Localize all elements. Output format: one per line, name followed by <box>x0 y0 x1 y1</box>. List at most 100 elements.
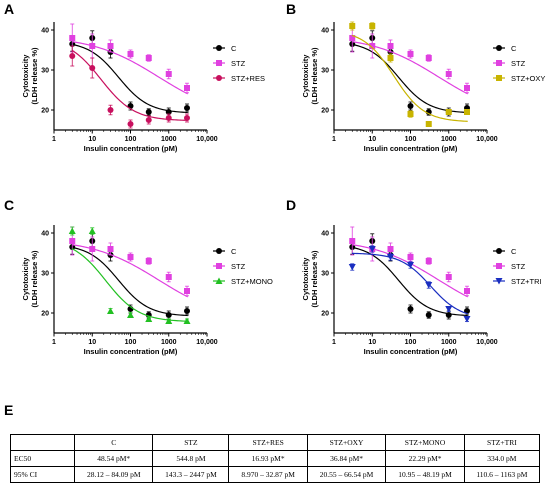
fit-curve <box>351 244 469 298</box>
x-tick-label: 10 <box>368 136 376 143</box>
legend-marker <box>496 45 502 51</box>
legend-marker <box>216 263 222 269</box>
series-stz-mono <box>68 226 191 324</box>
table-cell: 36.84 pM* <box>306 450 387 467</box>
data-point <box>387 43 394 49</box>
legend-label: STZ+RES <box>231 74 265 83</box>
data-point <box>445 312 452 318</box>
data-point <box>127 311 134 318</box>
data-point <box>145 258 152 264</box>
data-point <box>145 117 152 123</box>
data-point <box>107 246 114 252</box>
y-tick-label: 20 <box>41 311 49 318</box>
y-tick-label: 40 <box>41 231 49 238</box>
data-point <box>183 317 191 324</box>
legend-label: STZ <box>231 262 246 271</box>
data-point <box>463 316 471 323</box>
table-cell: 16.93 pM* <box>228 450 308 467</box>
legend-label: C <box>231 44 237 53</box>
data-point <box>445 71 452 77</box>
x-tick-label: 10,000 <box>196 339 218 346</box>
data-point <box>165 274 172 280</box>
legend-marker <box>215 277 223 284</box>
y-axis-title-line: (LDH release %) <box>310 250 319 308</box>
y-tick-label: 30 <box>321 271 329 278</box>
data-point <box>425 55 432 61</box>
x-tick-label: 100 <box>405 339 417 346</box>
panel-c: C 20 30 40 1 10 100 1000 10,000 Insulin concentra… <box>4 197 273 356</box>
fit-curve <box>351 41 469 95</box>
legend-label: STZ+TRI <box>511 277 542 286</box>
data-point <box>407 254 414 260</box>
data-point <box>68 227 76 234</box>
table-header-cell <box>10 434 75 451</box>
data-point <box>387 55 394 61</box>
table-header-cell: STZ+MONO <box>385 434 465 451</box>
x-tick-label: 1000 <box>441 136 457 143</box>
y-tick-label: 40 <box>321 28 329 35</box>
data-point <box>425 312 432 318</box>
data-point <box>183 288 190 294</box>
table-row-ec50: EC50 48.54 pM* 544.8 pM 16.93 pM* 36.84 … <box>10 450 541 467</box>
table-cell: 48.54 pM* <box>73 450 154 467</box>
data-point <box>425 258 432 264</box>
y-axis-title: Cytotoxicity(LDH release %) <box>21 250 39 308</box>
x-tick-label: 1000 <box>161 136 177 143</box>
x-tick-label: 10,000 <box>476 136 498 143</box>
table-header-cell: STZ+RES <box>228 434 308 451</box>
data-point <box>445 274 452 280</box>
data-point <box>387 246 394 252</box>
panel-d: D 20 30 40 1 10 100 1000 10,000 Insulin concentra… <box>286 197 542 356</box>
table-cell: 143.3 – 2447 pM <box>152 466 230 483</box>
y-tick-label: 30 <box>41 68 49 75</box>
data-point <box>368 246 376 253</box>
table-header-cell: STZ+TRI <box>463 434 541 451</box>
figure-canvas: A 20 30 40 1 10 100 1000 10,000 Insulin concentra… <box>4 1 545 356</box>
series-stz-tri <box>348 245 471 323</box>
data-point <box>69 53 76 59</box>
table-cell: 110.6 – 1163 pM <box>463 466 541 483</box>
x-axis-title: Insulin concentration (pM) <box>364 347 458 356</box>
data-point <box>183 105 190 111</box>
y-tick-label: 20 <box>321 108 329 115</box>
data-point <box>145 109 152 115</box>
x-tick-label: 10 <box>88 339 96 346</box>
data-point <box>445 306 453 313</box>
data-point <box>69 238 76 244</box>
data-point <box>407 262 414 269</box>
x-tick-label: 1 <box>52 136 56 143</box>
panel-a: A 20 30 40 1 10 100 1000 10,000 Insulin concentra… <box>4 1 265 153</box>
x-tick-label: 100 <box>405 136 417 143</box>
table-cell: 334.0 pM <box>463 450 541 467</box>
data-point <box>107 43 114 49</box>
legend-label: STZ <box>511 59 526 68</box>
x-axis-title: Insulin concentration (pM) <box>84 347 178 356</box>
series-stz-res <box>69 45 190 129</box>
series-stz <box>69 226 190 298</box>
data-point <box>463 288 470 294</box>
y-axis-title-line: (LDH release %) <box>30 250 39 308</box>
panel-b: B 20 30 40 1 10 100 1000 10,000 Insulin concentra… <box>286 1 545 153</box>
data-point <box>165 71 172 77</box>
y-tick-label: 20 <box>321 311 329 318</box>
y-axis-title: Cytotoxicity(LDH release %) <box>301 250 319 308</box>
data-point <box>349 35 356 41</box>
data-point <box>89 43 96 49</box>
table-cell: 8.970 – 32.87 pM <box>228 466 308 483</box>
legend-marker <box>495 278 503 285</box>
data-point <box>127 121 134 127</box>
legend-marker <box>216 60 222 66</box>
table-cell: 28.12 – 84.09 pM <box>73 466 154 483</box>
table-header-cell: STZ+OXY <box>306 434 387 451</box>
data-point <box>425 282 433 289</box>
data-point <box>106 307 114 314</box>
data-point <box>165 317 173 324</box>
panel-letter-e: E <box>4 402 14 418</box>
y-tick-label: 30 <box>321 68 329 75</box>
data-point <box>407 306 414 312</box>
legend-marker <box>496 248 502 254</box>
data-point <box>145 55 152 61</box>
data-point <box>127 254 134 260</box>
y-tick-label: 40 <box>41 28 49 35</box>
table-header-cell: STZ <box>152 434 230 451</box>
